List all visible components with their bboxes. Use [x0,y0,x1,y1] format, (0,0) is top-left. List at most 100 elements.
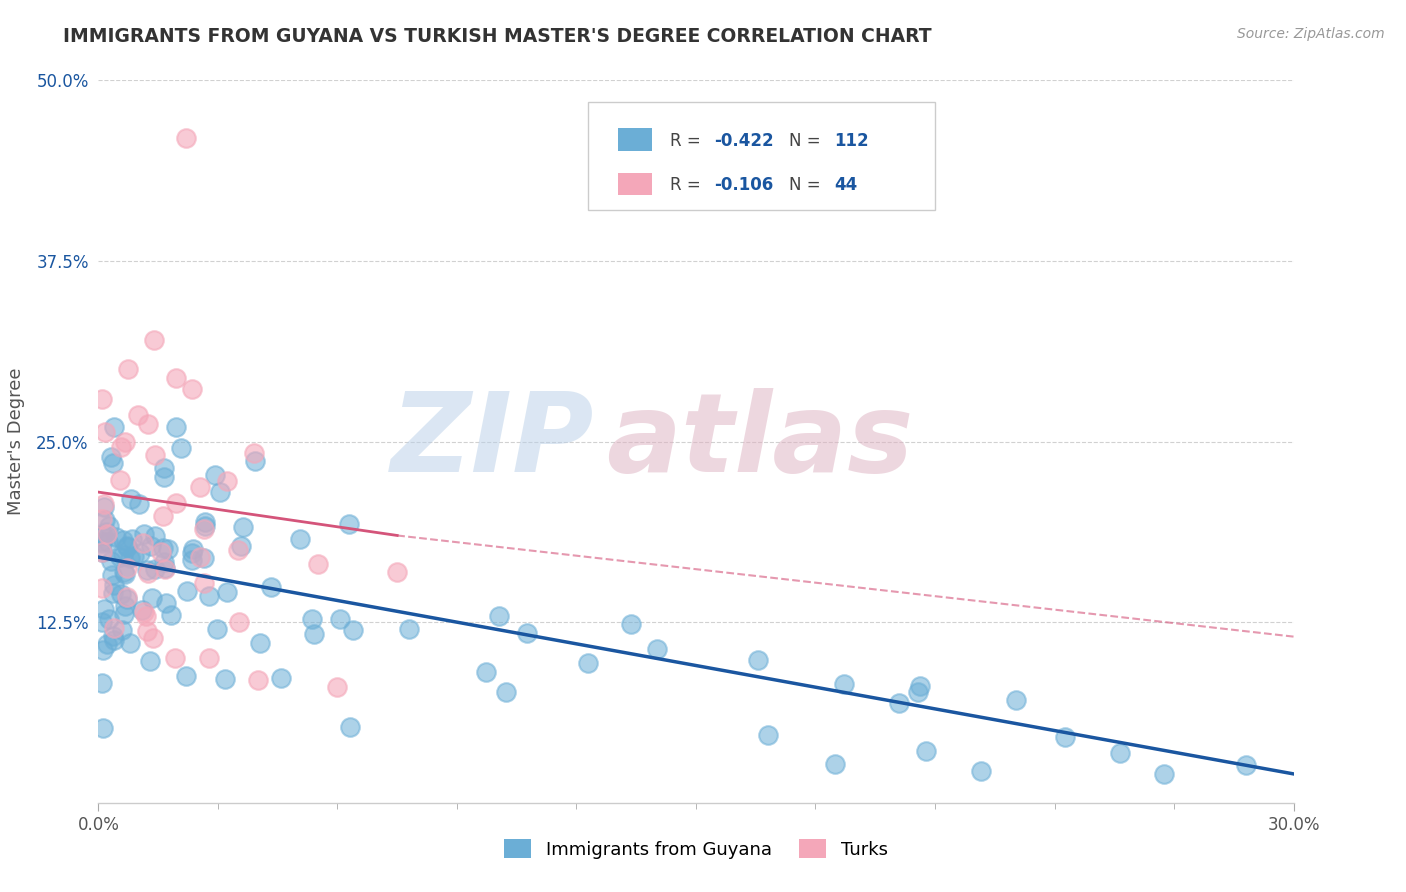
Point [155,561,177,575]
Point [114,435,136,450]
Point [215,585,238,599]
Point [243,454,266,468]
Point [215,474,238,488]
Point [139,654,162,668]
Point [94,524,117,539]
Point [112,533,135,547]
Point [134,608,156,623]
Point [115,591,138,606]
Point [115,590,138,604]
Point [94,513,117,527]
Point [103,578,125,592]
Point [337,516,360,531]
Point [122,549,145,564]
Point [747,653,769,667]
Point [155,562,177,576]
Point [91,581,114,595]
Point [398,622,420,636]
Point [160,608,183,623]
Point [93,497,115,511]
Point [120,550,142,565]
Point [110,440,132,454]
Point [136,563,159,577]
Text: atlas: atlas [606,388,914,495]
Point [824,756,846,771]
Point [115,561,138,575]
Point [193,522,215,536]
Point [176,669,198,683]
Point [143,334,166,348]
Point [385,565,409,579]
Point [249,635,271,649]
Point [181,542,204,557]
Point [208,484,231,499]
Point [193,550,215,565]
Point [91,533,114,548]
Point [143,528,166,542]
Point [100,554,122,568]
Point [181,546,204,560]
Point [131,603,153,617]
Point [908,679,931,693]
Point [91,643,114,657]
Point [1153,767,1175,781]
Point [91,545,114,559]
Point [174,131,197,145]
Point [516,625,538,640]
Point [229,540,252,554]
Point [91,721,114,735]
Point [155,596,177,610]
Point [495,685,517,699]
Point [620,616,643,631]
Point [115,540,138,554]
FancyBboxPatch shape [619,128,652,151]
Text: IMMIGRANTS FROM GUYANA VS TURKISH MASTER'S DEGREE CORRELATION CHART: IMMIGRANTS FROM GUYANA VS TURKISH MASTER… [63,27,932,45]
Point [93,425,115,439]
Point [136,417,159,431]
Point [121,532,143,546]
Point [139,539,162,553]
FancyBboxPatch shape [619,173,652,194]
Point [91,528,114,542]
Point [111,623,134,637]
Point [214,672,236,686]
Point [301,612,323,626]
Point [110,586,132,600]
Point [197,590,219,604]
Point [205,622,228,636]
Text: ZIP: ZIP [391,388,595,495]
Point [176,584,198,599]
Text: N =: N = [789,132,827,150]
Point [243,446,266,460]
Point [756,728,779,742]
Text: Source: ZipAtlas.com: Source: ZipAtlas.com [1237,27,1385,41]
Point [120,492,142,507]
Legend: Immigrants from Guyana, Turks: Immigrants from Guyana, Turks [498,832,894,866]
Point [101,567,124,582]
Point [970,764,993,778]
Point [246,673,269,687]
Point [114,607,136,621]
Point [153,555,176,569]
Point [91,392,114,407]
Point [232,520,254,534]
Point [132,536,155,550]
Point [165,496,187,510]
Point [307,558,329,572]
Point [194,518,217,533]
Point [91,536,114,550]
Point [100,450,122,465]
Point [190,550,212,565]
Point [914,744,936,758]
Point [339,720,361,734]
Point [120,636,142,650]
Point [128,497,150,511]
Point [91,545,114,559]
Point [108,549,131,564]
Point [115,539,138,553]
Point [270,671,292,685]
Point [887,696,910,710]
Point [145,448,167,462]
Point [488,609,510,624]
Point [304,627,326,641]
